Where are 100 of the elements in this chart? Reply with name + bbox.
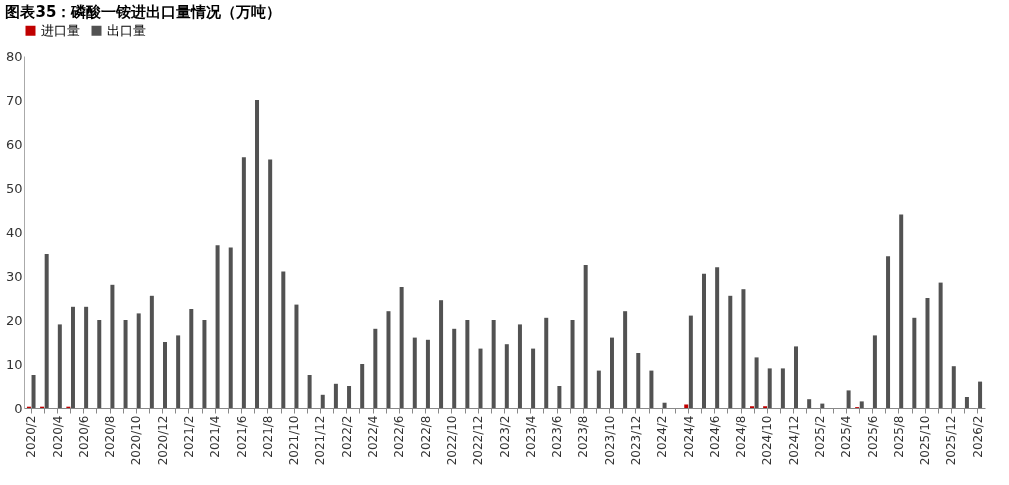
bar — [715, 267, 720, 408]
bar — [215, 245, 220, 408]
bar — [662, 402, 667, 408]
bar — [97, 320, 102, 408]
bar — [583, 265, 588, 408]
x-tick-label: 2023/10 — [602, 415, 617, 466]
bar — [281, 271, 286, 408]
x-tick-label: 2020/2 — [24, 415, 39, 458]
bar — [636, 353, 641, 408]
bar — [241, 157, 246, 408]
bar — [544, 317, 549, 408]
bar — [741, 289, 746, 408]
y-tick-label: 60 — [5, 136, 23, 152]
bar — [360, 364, 365, 408]
y-tick-label: 40 — [5, 224, 23, 240]
x-tick-label: 2020/8 — [103, 415, 118, 458]
x-tick-label: 2024/6 — [707, 415, 722, 458]
x-tick-label: 2022/10 — [444, 415, 459, 466]
bar — [794, 346, 799, 408]
bar — [846, 390, 851, 408]
bar — [228, 247, 233, 408]
x-tick-label: 2023/2 — [497, 415, 512, 458]
bar — [780, 368, 785, 408]
bar — [465, 320, 470, 408]
bar — [570, 320, 575, 408]
bar — [609, 337, 614, 408]
y-tick-label: 20 — [5, 312, 23, 328]
bar — [649, 370, 654, 408]
x-tick-label: 2025/8 — [891, 415, 906, 458]
x-tick-label: 2024/12 — [786, 415, 801, 466]
x-tick-label: 2020/4 — [50, 415, 65, 458]
bar — [754, 357, 759, 408]
bar — [412, 337, 417, 408]
x-tick-label: 2025/10 — [918, 415, 933, 466]
bar — [110, 284, 115, 408]
bar — [491, 320, 496, 408]
y-tick-label: 80 — [5, 48, 23, 64]
x-tick-label: 2025/6 — [865, 415, 880, 458]
bar — [189, 309, 194, 408]
bar — [517, 324, 522, 408]
bar — [255, 100, 260, 408]
y-tick-label: 70 — [5, 92, 23, 108]
x-tick-label: 2026/2 — [970, 415, 985, 458]
y-tick-label: 30 — [5, 268, 23, 284]
bar — [307, 375, 312, 408]
x-tick-label: 2022/8 — [418, 415, 433, 458]
bar — [504, 344, 509, 408]
bar — [912, 317, 917, 408]
bar — [70, 306, 75, 408]
bar — [123, 320, 128, 408]
bar — [702, 273, 706, 408]
x-tick-label: 2025/2 — [813, 415, 828, 458]
bar — [44, 254, 49, 408]
bar — [964, 397, 969, 408]
x-tick-label: 2025/4 — [839, 415, 854, 458]
bar — [886, 256, 891, 408]
bar — [684, 404, 689, 408]
bar — [978, 381, 983, 408]
y-tick-label: 50 — [5, 180, 23, 196]
bar — [557, 386, 562, 408]
y-tick-label: 0 — [14, 400, 23, 416]
bar — [294, 304, 299, 408]
bar — [807, 399, 812, 408]
x-tick-label: 2024/2 — [655, 415, 670, 458]
x-tick-label: 2023/6 — [550, 415, 565, 458]
x-tick-label: 2022/2 — [339, 415, 354, 458]
x-tick-label: 2024/4 — [681, 415, 696, 458]
bar — [176, 335, 181, 408]
x-tick-label: 2025/12 — [944, 415, 959, 466]
x-tick-label: 2023/12 — [628, 415, 643, 466]
x-tick-label: 2023/8 — [576, 415, 591, 458]
y-tick-label: 10 — [5, 356, 23, 372]
x-tick-label: 2021/4 — [208, 415, 223, 458]
bar — [320, 394, 325, 408]
chart-title: 图表35：磷酸一铵进出口量情况（万吨） — [5, 3, 282, 21]
bar — [938, 282, 943, 408]
bar — [531, 348, 536, 408]
bar — [425, 339, 430, 408]
bar — [84, 306, 89, 408]
bar — [439, 300, 444, 408]
bar — [872, 335, 877, 408]
bar — [333, 383, 338, 408]
bar — [728, 295, 733, 408]
x-tick-label: 2024/8 — [734, 415, 749, 458]
bar — [452, 328, 457, 408]
bar — [925, 298, 930, 408]
bar — [859, 401, 864, 408]
x-tick-label: 2022/4 — [366, 415, 381, 458]
bar — [162, 342, 167, 408]
x-tick-label: 2024/10 — [760, 415, 775, 466]
x-tick-label: 2021/2 — [181, 415, 196, 458]
bar — [202, 320, 207, 408]
bar — [136, 313, 141, 408]
x-tick-label: 2020/12 — [155, 415, 170, 466]
bar — [399, 287, 404, 408]
x-tick-label: 2023/4 — [523, 415, 538, 458]
x-tick-label: 2020/6 — [76, 415, 91, 458]
bar — [951, 366, 956, 408]
legend-label: 出口量 — [107, 22, 146, 38]
bar — [31, 375, 36, 408]
